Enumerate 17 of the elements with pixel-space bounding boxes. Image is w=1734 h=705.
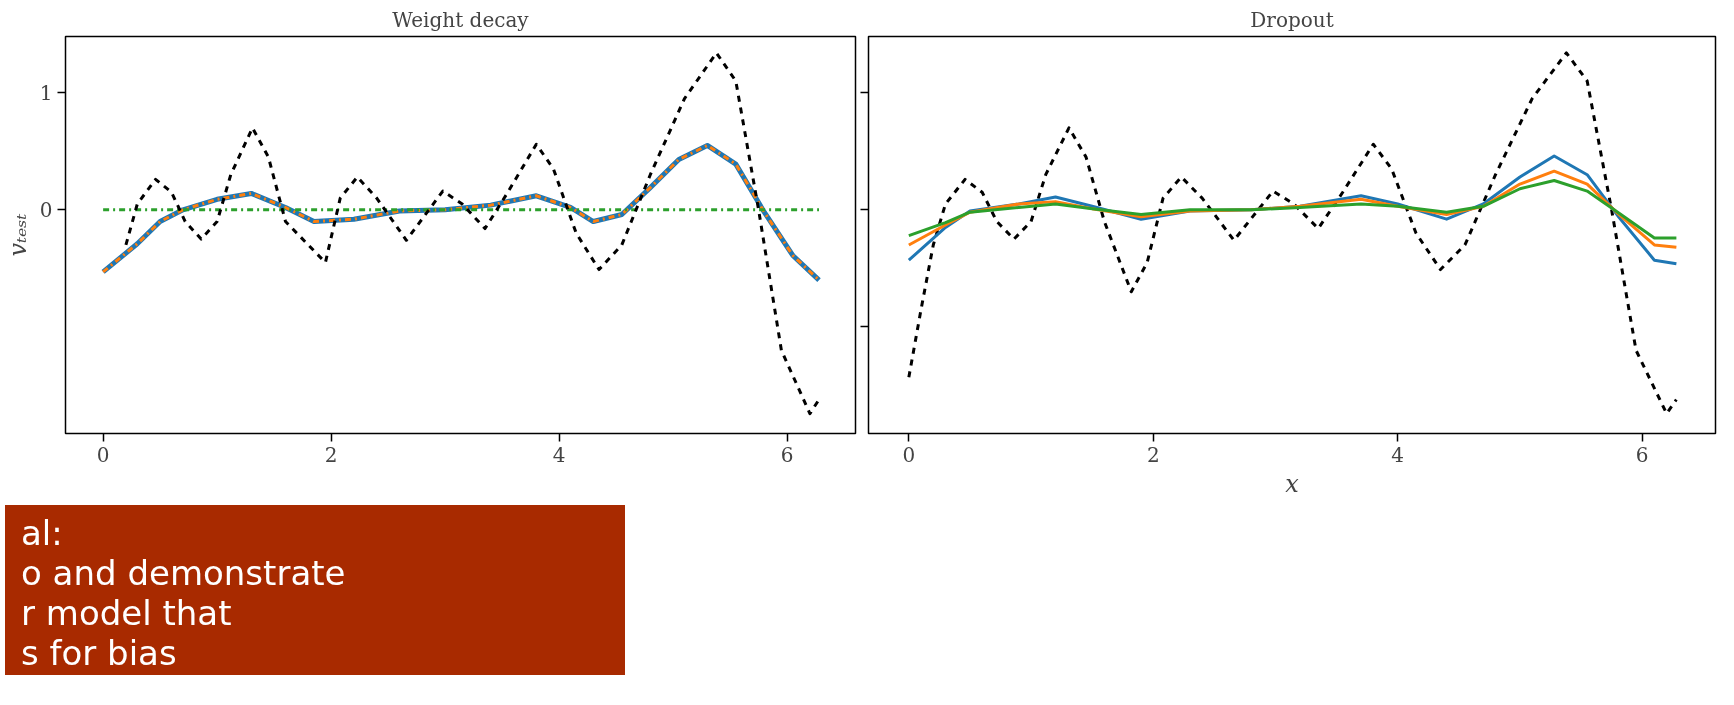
x-tick-label: 0 — [96, 442, 110, 467]
chart-title: Dropout — [1250, 7, 1334, 32]
x-tick-label: 4 — [552, 442, 566, 467]
x-tick-label: 4 — [1391, 442, 1405, 467]
x-tick-label: 6 — [1635, 442, 1649, 467]
text: s for bias — [21, 633, 177, 673]
x-tick-label: 2 — [324, 442, 338, 467]
x-axis-title: x — [1285, 469, 1300, 498]
y-axis-title: vₜₑₛₜ — [3, 213, 32, 257]
chart-title: Weight decay — [392, 7, 530, 32]
text: r model that — [21, 593, 232, 633]
text: o and demonstrate — [21, 553, 346, 593]
y-tick-label: 1 — [39, 81, 53, 106]
x-tick-label: 2 — [1146, 442, 1160, 467]
x-tick-label: 0 — [902, 442, 916, 467]
text: al: — [21, 513, 63, 553]
x-tick-label: 6 — [780, 442, 794, 467]
